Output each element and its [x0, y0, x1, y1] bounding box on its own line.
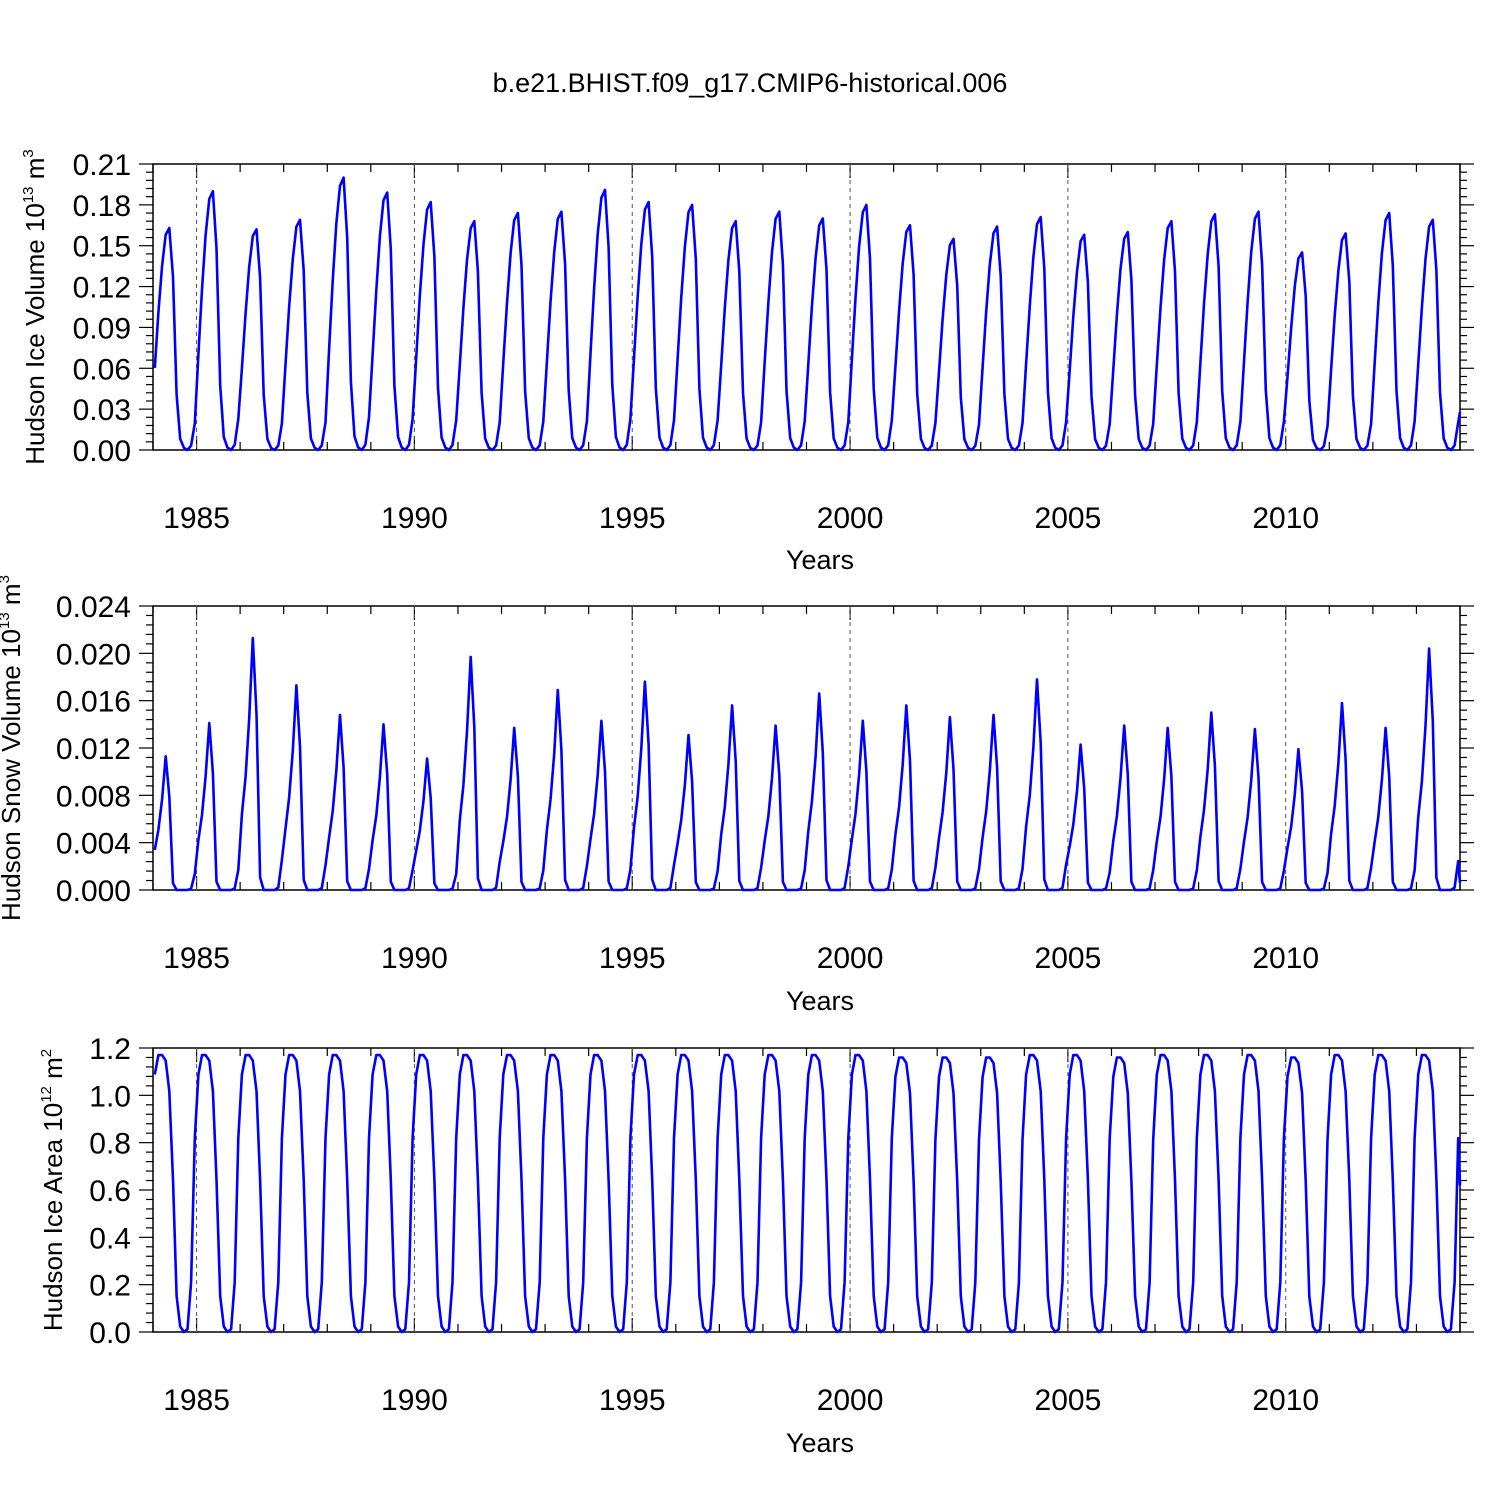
- snow-volume-ytick-label: 0.024: [56, 591, 131, 624]
- snow-volume-series-line: [153, 636, 1462, 892]
- snow-volume-y-axis-title: Hudson Snow Volume 1013 m3: [0, 575, 26, 921]
- snow-volume-xtick-label: 1995: [599, 942, 666, 975]
- ice-volume-xtick-label: 1990: [381, 502, 448, 535]
- ice-volume-ytick-label: 0.15: [73, 231, 131, 264]
- snow-volume-panel: 0.000 0.004 0.008 0.012 0.016 0.020 0.024 1985…: [0, 575, 1474, 1016]
- ice-area-ticks: [139, 1047, 1474, 1333]
- ice-volume-x-axis-title: Years: [786, 545, 854, 575]
- ice-area-y-axis-title: Hudson Ice Area 1012 m2: [38, 1049, 68, 1331]
- ice-area-xtick-label: 2010: [1252, 1384, 1319, 1417]
- ice-area-xtick-label: 1990: [381, 1384, 448, 1417]
- figure-title: b.e21.BHIST.f09_g17.CMIP6-historical.006: [493, 68, 1008, 98]
- ice-area-xtick-label: 2000: [817, 1384, 884, 1417]
- ice-volume-series-line: [153, 176, 1462, 452]
- snow-volume-x-tick-labels: 1985 1990 1995 2000 2005 2010: [163, 942, 1319, 975]
- snow-volume-ytick-label: 0.012: [56, 733, 131, 766]
- snow-volume-xtick-label: 1990: [381, 942, 448, 975]
- snow-volume-ytick-label: 0.008: [56, 780, 131, 813]
- ice-volume-panel: 0.00 0.03 0.06 0.09 0.12 0.15 0.18 0.21 1985 199…: [20, 149, 1474, 575]
- snow-volume-xtick-label: 1985: [163, 942, 230, 975]
- ice-area-grid: [196, 1048, 1287, 1332]
- ice-volume-xtick-label: 2000: [817, 502, 884, 535]
- ice-volume-ytick-label: 0.06: [73, 353, 131, 386]
- ice-volume-y-axis-title: Hudson Ice Volume 1013 m3: [20, 149, 50, 465]
- ice-area-xtick-label: 1985: [163, 1384, 230, 1417]
- ice-area-ytick-label: 0.8: [89, 1128, 131, 1161]
- ice-volume-ytick-label: 0.18: [73, 190, 131, 223]
- ice-volume-ytick-label: 0.12: [73, 272, 131, 305]
- snow-volume-xtick-label: 2010: [1252, 942, 1319, 975]
- snow-volume-ticks: [139, 605, 1474, 891]
- snow-volume-ytick-label: 0.016: [56, 686, 131, 719]
- ice-area-y-tick-labels: 0.0 0.2 0.4 0.6 0.8 1.0 1.2: [89, 1033, 131, 1350]
- ice-volume-ytick-label: 0.00: [73, 435, 131, 468]
- snow-volume-ytick-label: 0.020: [56, 638, 131, 671]
- ice-volume-xtick-label: 2010: [1252, 502, 1319, 535]
- snow-volume-xtick-label: 2000: [817, 942, 884, 975]
- ice-area-ytick-label: 0.0: [89, 1317, 131, 1350]
- ice-area-ytick-label: 0.4: [89, 1222, 131, 1255]
- ice-area-panel: 0.0 0.2 0.4 0.6 0.8 1.0 1.2 1985 1990 1995 2000 20…: [38, 1033, 1474, 1458]
- snow-volume-x-axis-title: Years: [786, 986, 854, 1016]
- ice-area-ytick-label: 1.2: [89, 1033, 131, 1066]
- ice-area-x-tick-labels: 1985 1990 1995 2000 2005 2010: [163, 1384, 1319, 1417]
- snow-volume-ytick-label: 0.004: [56, 828, 131, 861]
- snow-volume-y-tick-labels: 0.000 0.004 0.008 0.012 0.016 0.020 0.024: [56, 591, 131, 908]
- ice-volume-ytick-label: 0.21: [73, 149, 131, 182]
- ice-area-ytick-label: 1.0: [89, 1080, 131, 1113]
- ice-volume-ytick-label: 0.09: [73, 312, 131, 345]
- ice-area-x-axis-title: Years: [786, 1428, 854, 1458]
- ice-volume-y-tick-labels: 0.00 0.03 0.06 0.09 0.12 0.15 0.18 0.21: [73, 149, 131, 468]
- ice-area-series-line: [153, 1053, 1462, 1334]
- ice-volume-ytick-label: 0.03: [73, 394, 131, 427]
- ice-volume-xtick-label: 2005: [1035, 502, 1102, 535]
- ice-area-ytick-label: 0.6: [89, 1175, 131, 1208]
- ice-volume-xtick-label: 1985: [163, 502, 230, 535]
- ice-area-ytick-label: 0.2: [89, 1270, 131, 1303]
- ice-volume-xtick-label: 1995: [599, 502, 666, 535]
- ice-area-xtick-label: 2005: [1035, 1384, 1102, 1417]
- ice-volume-ticks: [139, 163, 1474, 451]
- snow-volume-ytick-label: 0.000: [56, 875, 131, 908]
- ice-area-xtick-label: 1995: [599, 1384, 666, 1417]
- snow-volume-xtick-label: 2005: [1035, 942, 1102, 975]
- ice-volume-x-tick-labels: 1985 1990 1995 2000 2005 2010: [163, 502, 1319, 535]
